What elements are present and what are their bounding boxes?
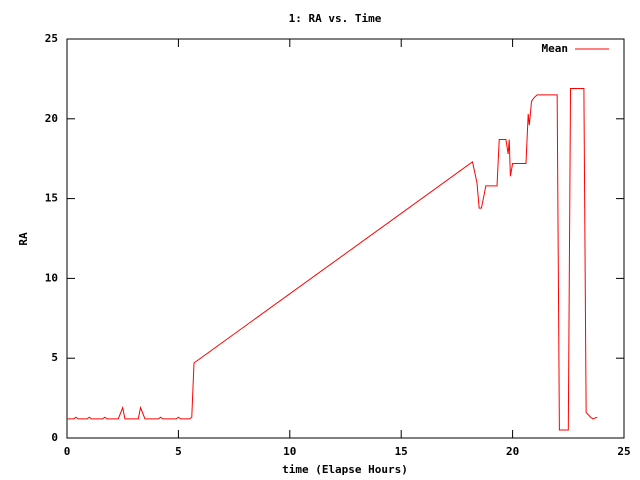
- x-tick-label: 10: [283, 445, 296, 458]
- y-axis-label: RA: [17, 232, 30, 246]
- y-tick-label: 0: [51, 431, 58, 444]
- y-tick-label: 25: [45, 32, 58, 45]
- x-tick-label: 25: [617, 445, 630, 458]
- legend-label: Mean: [542, 42, 569, 55]
- y-tick-label: 20: [45, 112, 58, 125]
- y-tick-label: 15: [45, 192, 58, 205]
- x-axis-label: time (Elapse Hours): [282, 463, 408, 476]
- y-tick-label: 10: [45, 271, 58, 284]
- data-line: [67, 87, 598, 431]
- x-tick-label: 15: [395, 445, 408, 458]
- y-tick-label: 5: [51, 351, 58, 364]
- chart-title: 1: RA vs. Time: [289, 12, 382, 25]
- x-tick-label: 5: [175, 445, 182, 458]
- x-tick-label: 0: [64, 445, 71, 458]
- x-tick-label: 20: [506, 445, 519, 458]
- plot-frame: [66, 38, 625, 439]
